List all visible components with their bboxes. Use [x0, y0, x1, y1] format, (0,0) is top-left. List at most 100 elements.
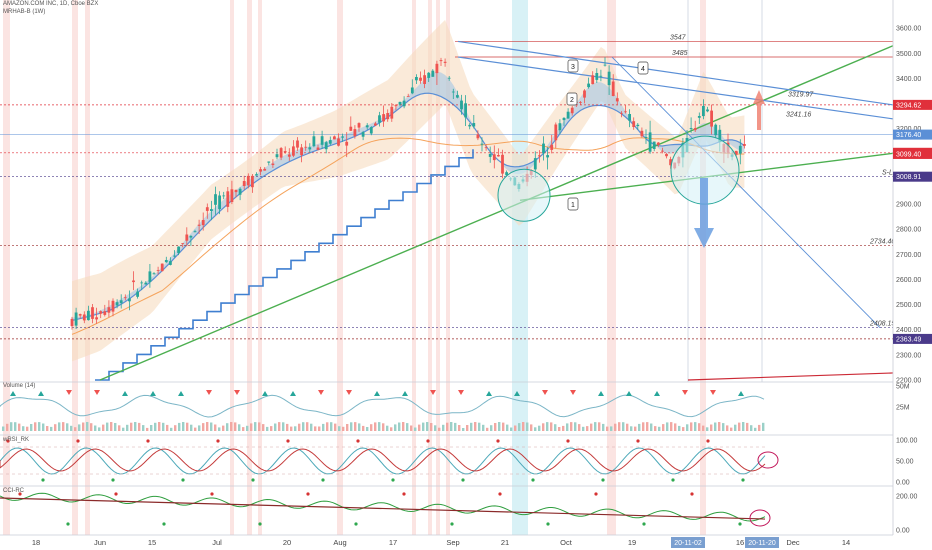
volume-bar — [746, 422, 749, 431]
volume-signal — [430, 390, 436, 395]
volume-signal — [262, 391, 268, 396]
candle-body-141 — [648, 132, 652, 152]
sub-tick-1-1: 50.00 — [896, 459, 914, 466]
volume-bar — [502, 422, 505, 431]
candle-body-126 — [587, 83, 590, 88]
candle-body-73 — [369, 127, 373, 134]
volume-signal — [570, 390, 576, 395]
volume-bar — [650, 423, 653, 431]
volume-bar — [258, 422, 261, 431]
volume-bar — [166, 424, 169, 431]
volume-bar — [194, 427, 197, 431]
candle-body-82 — [406, 96, 410, 97]
volume-signal — [94, 390, 100, 395]
volume-bar — [238, 424, 241, 431]
candle-body-4 — [87, 310, 90, 321]
date-tick-8: 21 — [501, 538, 509, 547]
candle-body-14 — [128, 298, 131, 302]
volume-signal — [598, 391, 604, 396]
volume-bar — [678, 425, 681, 431]
candle-body-94 — [456, 95, 459, 98]
volume-signal — [514, 391, 520, 396]
price-tick-8: 2900.00 — [896, 202, 921, 209]
candle-body-45 — [255, 174, 258, 176]
indicator-header: MRHAB-B (1W) — [3, 9, 46, 15]
volume-bar — [6, 423, 9, 431]
volume-bar — [310, 423, 313, 431]
candle-body-10 — [111, 300, 115, 312]
candle-body-142 — [652, 141, 656, 149]
volume-bar — [270, 426, 273, 431]
candle-body-9 — [107, 307, 111, 313]
price-tick-15: 2200.00 — [896, 378, 921, 385]
cci-dot — [210, 492, 214, 496]
candle-body-58 — [308, 147, 312, 150]
volume-bar — [522, 422, 525, 431]
wrsi-dot — [146, 439, 150, 443]
candle-body-49 — [271, 163, 275, 165]
volume-bar — [42, 423, 45, 431]
sub-tick-1-0: 100.00 — [896, 438, 918, 445]
wrsi-mark-circle — [757, 451, 779, 469]
volume-bar — [554, 424, 557, 431]
price-tick-11: 2600.00 — [896, 277, 921, 284]
cci-dot — [498, 492, 502, 496]
volume-bar — [486, 427, 489, 431]
candle-body-30 — [193, 231, 197, 233]
candle-body-154 — [702, 106, 705, 117]
volume-bar — [174, 425, 177, 431]
volume-bar — [58, 422, 61, 431]
volume-bar — [730, 427, 733, 431]
candle-body-162 — [734, 150, 738, 155]
volume-bar — [742, 422, 745, 431]
candle-body-6 — [95, 317, 98, 320]
candle-body-75 — [378, 115, 381, 123]
volume-signal — [346, 390, 352, 395]
price-tick-3: 3400.00 — [896, 76, 921, 83]
price-tick-10: 2700.00 — [896, 252, 921, 259]
volume-bar — [298, 423, 301, 431]
volume-bar — [602, 423, 605, 431]
candle-body-130 — [603, 64, 607, 66]
level-lines — [0, 41, 893, 340]
volume-bar — [698, 423, 701, 431]
highlight-red-1 — [72, 0, 78, 550]
candle-body-65 — [337, 138, 340, 146]
volume-bar — [138, 422, 141, 431]
volume-signal — [738, 391, 744, 396]
candle-body-74 — [374, 123, 377, 126]
candle-body-135 — [624, 111, 627, 113]
candle-body-26 — [177, 246, 180, 253]
candle-body-11 — [115, 302, 119, 306]
volume-bar — [466, 425, 469, 431]
volume-bar — [326, 422, 329, 431]
volume-bar — [478, 422, 481, 431]
volume-bar — [314, 426, 317, 431]
wrsi-dot — [216, 439, 220, 443]
volume-signal — [486, 391, 492, 396]
volume-bar — [398, 422, 401, 431]
cci-signal-line — [0, 497, 766, 520]
volume-bar — [182, 422, 185, 431]
candle-body-132 — [611, 81, 615, 96]
candle-body-120 — [562, 117, 566, 121]
volume-bar — [718, 422, 721, 431]
volume-bar — [102, 424, 105, 431]
volume-signal — [654, 391, 660, 396]
candle-body-67 — [345, 141, 349, 146]
volume-bar — [374, 422, 377, 431]
candle-body-29 — [189, 235, 193, 238]
cci-dot — [402, 492, 406, 496]
volume-bar — [198, 425, 201, 431]
volume-bar — [386, 425, 389, 431]
cci-dot — [690, 492, 694, 496]
highlight-red-5 — [258, 0, 262, 550]
volume-bar — [654, 426, 657, 431]
volume-bar — [250, 423, 253, 431]
candle-body-48 — [267, 161, 271, 163]
volume-bar — [334, 423, 337, 431]
candle-body-124 — [579, 102, 582, 103]
candle-body-81 — [402, 100, 406, 107]
wave-label-3: 4 — [641, 66, 645, 73]
